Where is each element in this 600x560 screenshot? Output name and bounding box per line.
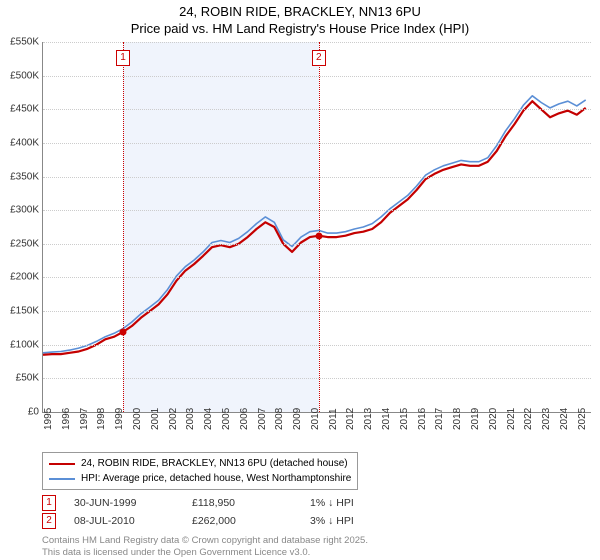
x-axis-label: 2014: [381, 408, 392, 430]
gridline-h: [43, 143, 591, 144]
title-block: 24, ROBIN RIDE, BRACKLEY, NN13 6PU Price…: [0, 0, 600, 38]
y-axis-label: £350K: [0, 171, 39, 182]
x-axis-label: 2001: [150, 408, 161, 430]
sale-marker-box: 2: [312, 50, 326, 66]
sale-date-1: 30-JUN-1999: [74, 497, 174, 509]
y-axis-label: £0: [0, 407, 39, 418]
x-axis-label: 2002: [168, 408, 179, 430]
legend-row-hpi: HPI: Average price, detached house, West…: [49, 471, 351, 486]
gridline-h: [43, 378, 591, 379]
title-line2: Price paid vs. HM Land Registry's House …: [0, 21, 600, 38]
sale-marker-line: [123, 42, 124, 412]
x-axis-label: 1998: [96, 408, 107, 430]
sale-marker-line: [319, 42, 320, 412]
x-axis-label: 2021: [506, 408, 517, 430]
x-axis-label: 2005: [221, 408, 232, 430]
sale-price-2: £262,000: [192, 515, 292, 527]
y-axis-label: £500K: [0, 70, 39, 81]
gridline-h: [43, 244, 591, 245]
y-axis-label: £100K: [0, 339, 39, 350]
title-line1: 24, ROBIN RIDE, BRACKLEY, NN13 6PU: [0, 4, 600, 21]
x-axis-label: 1996: [61, 408, 72, 430]
series-subject: [43, 101, 586, 355]
footer-line2: This data is licensed under the Open Gov…: [42, 547, 368, 558]
x-axis-label: 2015: [399, 408, 410, 430]
x-axis-label: 2006: [239, 408, 250, 430]
x-axis-label: 2011: [328, 408, 339, 430]
sale-price-1: £118,950: [192, 497, 292, 509]
x-axis-label: 2025: [577, 408, 588, 430]
y-axis-label: £450K: [0, 104, 39, 115]
gridline-h: [43, 345, 591, 346]
x-axis-label: 2017: [434, 408, 445, 430]
x-axis-label: 2003: [185, 408, 196, 430]
x-axis-label: 2013: [363, 408, 374, 430]
sales-row-2: 2 08-JUL-2010 £262,000 3% ↓ HPI: [42, 512, 410, 530]
sale-dot: [120, 328, 127, 335]
gridline-h: [43, 76, 591, 77]
gridline-h: [43, 311, 591, 312]
series-hpi: [43, 96, 586, 353]
y-axis-label: £200K: [0, 272, 39, 283]
x-axis-label: 2004: [203, 408, 214, 430]
sale-marker-1: 1: [42, 495, 56, 511]
sales-table: 1 30-JUN-1999 £118,950 1% ↓ HPI 2 08-JUL…: [42, 494, 410, 530]
x-axis-label: 2007: [257, 408, 268, 430]
x-axis-label: 2012: [345, 408, 356, 430]
legend-swatch-subject: [49, 463, 75, 465]
y-axis-label: £150K: [0, 306, 39, 317]
x-axis-label: 2024: [559, 408, 570, 430]
sales-row-1: 1 30-JUN-1999 £118,950 1% ↓ HPI: [42, 494, 410, 512]
gridline-h: [43, 277, 591, 278]
gridline-h: [43, 42, 591, 43]
x-axis-label: 2023: [541, 408, 552, 430]
y-axis-label: £400K: [0, 137, 39, 148]
sale-marker-box: 1: [116, 50, 130, 66]
x-axis-label: 2000: [132, 408, 143, 430]
x-axis-label: 2009: [292, 408, 303, 430]
legend-box: 24, ROBIN RIDE, BRACKLEY, NN13 6PU (deta…: [42, 452, 358, 490]
sale-delta-2: 3% ↓ HPI: [310, 515, 410, 527]
gridline-h: [43, 177, 591, 178]
sale-marker-2: 2: [42, 513, 56, 529]
x-axis-label: 1995: [43, 408, 54, 430]
x-axis-label: 2019: [470, 408, 481, 430]
gridline-h: [43, 210, 591, 211]
footer-line1: Contains HM Land Registry data © Crown c…: [42, 535, 368, 546]
sale-date-2: 08-JUL-2010: [74, 515, 174, 527]
x-axis-label: 2016: [417, 408, 428, 430]
x-axis-label: 2022: [523, 408, 534, 430]
chart-area: £0£50K£100K£150K£200K£250K£300K£350K£400…: [42, 42, 591, 413]
legend-row-subject: 24, ROBIN RIDE, BRACKLEY, NN13 6PU (deta…: [49, 456, 351, 471]
sale-dot: [315, 232, 322, 239]
x-axis-label: 2008: [274, 408, 285, 430]
legend-swatch-hpi: [49, 478, 75, 480]
line-plot-svg: [43, 42, 591, 412]
x-axis-label: 2018: [452, 408, 463, 430]
sale-delta-1: 1% ↓ HPI: [310, 497, 410, 509]
y-axis-label: £300K: [0, 205, 39, 216]
gridline-h: [43, 109, 591, 110]
x-axis-label: 1997: [79, 408, 90, 430]
legend-label-hpi: HPI: Average price, detached house, West…: [81, 471, 351, 486]
footer-attribution: Contains HM Land Registry data © Crown c…: [42, 535, 368, 558]
legend-label-subject: 24, ROBIN RIDE, BRACKLEY, NN13 6PU (deta…: [81, 456, 348, 471]
chart-container: 24, ROBIN RIDE, BRACKLEY, NN13 6PU Price…: [0, 0, 600, 560]
y-axis-label: £550K: [0, 37, 39, 48]
y-axis-label: £250K: [0, 238, 39, 249]
x-axis-label: 2020: [488, 408, 499, 430]
y-axis-label: £50K: [0, 373, 39, 384]
